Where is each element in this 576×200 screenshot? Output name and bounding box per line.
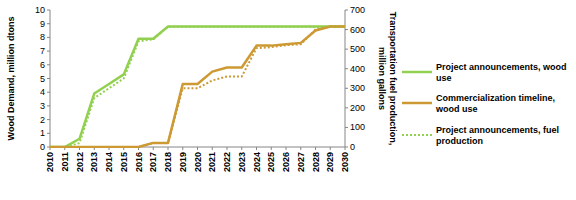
x-tick-label: 2025 — [266, 152, 276, 172]
x-tick-label: 2028 — [311, 152, 321, 172]
x-tick-label: 2020 — [193, 152, 203, 172]
y2-axis-title: Transportation fuel production,million g… — [377, 12, 398, 146]
legend-swatch — [402, 102, 432, 105]
x-tick — [256, 147, 257, 150]
y-tick-label: 4 — [40, 87, 45, 97]
series-line — [50, 27, 345, 147]
chart: 0123456789100100200300400500600700201020… — [0, 0, 576, 200]
y2-tick — [345, 49, 348, 50]
y-tick — [47, 10, 50, 11]
x-tick — [168, 147, 169, 150]
y-tick — [47, 92, 50, 93]
y-tick-label: 3 — [40, 101, 45, 111]
y-tick — [47, 105, 50, 106]
y2-tick-label: 400 — [350, 64, 365, 74]
x-tick — [182, 147, 183, 150]
x-tick-label: 2024 — [252, 152, 262, 172]
y2-tick — [345, 10, 348, 11]
y2-tick — [345, 88, 348, 89]
y-tick-label: 5 — [40, 74, 45, 84]
y2-tick-label: 100 — [350, 122, 365, 132]
x-tick — [241, 147, 242, 150]
x-tick-label: 2027 — [296, 152, 306, 172]
y-tick-label: 6 — [40, 60, 45, 70]
y-tick-label: 8 — [40, 32, 45, 42]
series-line — [50, 27, 345, 147]
y-tick — [47, 64, 50, 65]
y2-tick-label: 500 — [350, 44, 365, 54]
y-tick — [47, 51, 50, 52]
legend-label: Project announcements, wooduse — [436, 62, 567, 83]
legend-label: Commercialization timeline,wood use — [435, 93, 555, 114]
x-tick — [286, 147, 287, 150]
y2-tick — [345, 127, 348, 128]
x-tick-label: 2010 — [45, 152, 55, 172]
x-tick-label: 2026 — [281, 152, 291, 172]
y2-tick-label: 300 — [350, 83, 365, 93]
y-tick-label: 9 — [40, 19, 45, 29]
legend-swatch — [402, 71, 432, 74]
x-tick-label: 2022 — [222, 152, 232, 172]
x-tick-label: 2018 — [163, 152, 173, 172]
y-axis-title: Wood Demand, million dtons — [6, 17, 16, 141]
series-line — [50, 26, 345, 147]
legend-swatch — [402, 134, 432, 136]
x-tick-label: 2011 — [60, 152, 70, 172]
series-line — [50, 26, 345, 147]
y2-tick-label: 700 — [350, 5, 365, 15]
y2-tick — [345, 107, 348, 108]
x-tick — [315, 147, 316, 150]
x-tick-label: 2014 — [104, 152, 114, 172]
x-tick-label: 2012 — [75, 152, 85, 172]
x-tick-label: 2015 — [119, 152, 129, 172]
x-tick — [271, 147, 272, 150]
x-tick-label: 2029 — [325, 152, 335, 172]
x-tick — [227, 147, 228, 150]
y2-tick — [345, 29, 348, 30]
x-tick — [153, 147, 154, 150]
x-tick-label: 2021 — [207, 152, 217, 172]
x-tick-label: 2016 — [134, 152, 144, 172]
y-tick-label: 2 — [40, 115, 45, 125]
x-tick-label: 2030 — [340, 152, 350, 172]
y-tick-label: 0 — [40, 142, 45, 152]
x-tick — [330, 147, 331, 150]
plot-area — [50, 26, 345, 147]
x-tick-label: 2019 — [178, 152, 188, 172]
y-tick — [47, 37, 50, 38]
legend-label: Project announcements, fuelproduction — [436, 125, 559, 146]
x-tick-label: 2013 — [89, 152, 99, 172]
y2-axis-line — [345, 10, 346, 147]
y-tick — [47, 119, 50, 120]
x-tick — [300, 147, 301, 150]
y-tick-label: 7 — [40, 46, 45, 56]
x-tick — [345, 147, 346, 150]
x-tick-label: 2017 — [148, 152, 158, 172]
y-tick — [47, 23, 50, 24]
x-tick-label: 2023 — [237, 152, 247, 172]
y-tick — [47, 78, 50, 79]
y-tick-label: 10 — [35, 5, 45, 15]
x-tick — [212, 147, 213, 150]
y2-tick-label: 600 — [350, 25, 365, 35]
y-tick-label: 1 — [40, 128, 45, 138]
y2-tick-label: 200 — [350, 103, 365, 113]
y2-tick-label: 0 — [350, 142, 355, 152]
x-tick — [197, 147, 198, 150]
y2-tick — [345, 68, 348, 69]
y-tick — [47, 133, 50, 134]
